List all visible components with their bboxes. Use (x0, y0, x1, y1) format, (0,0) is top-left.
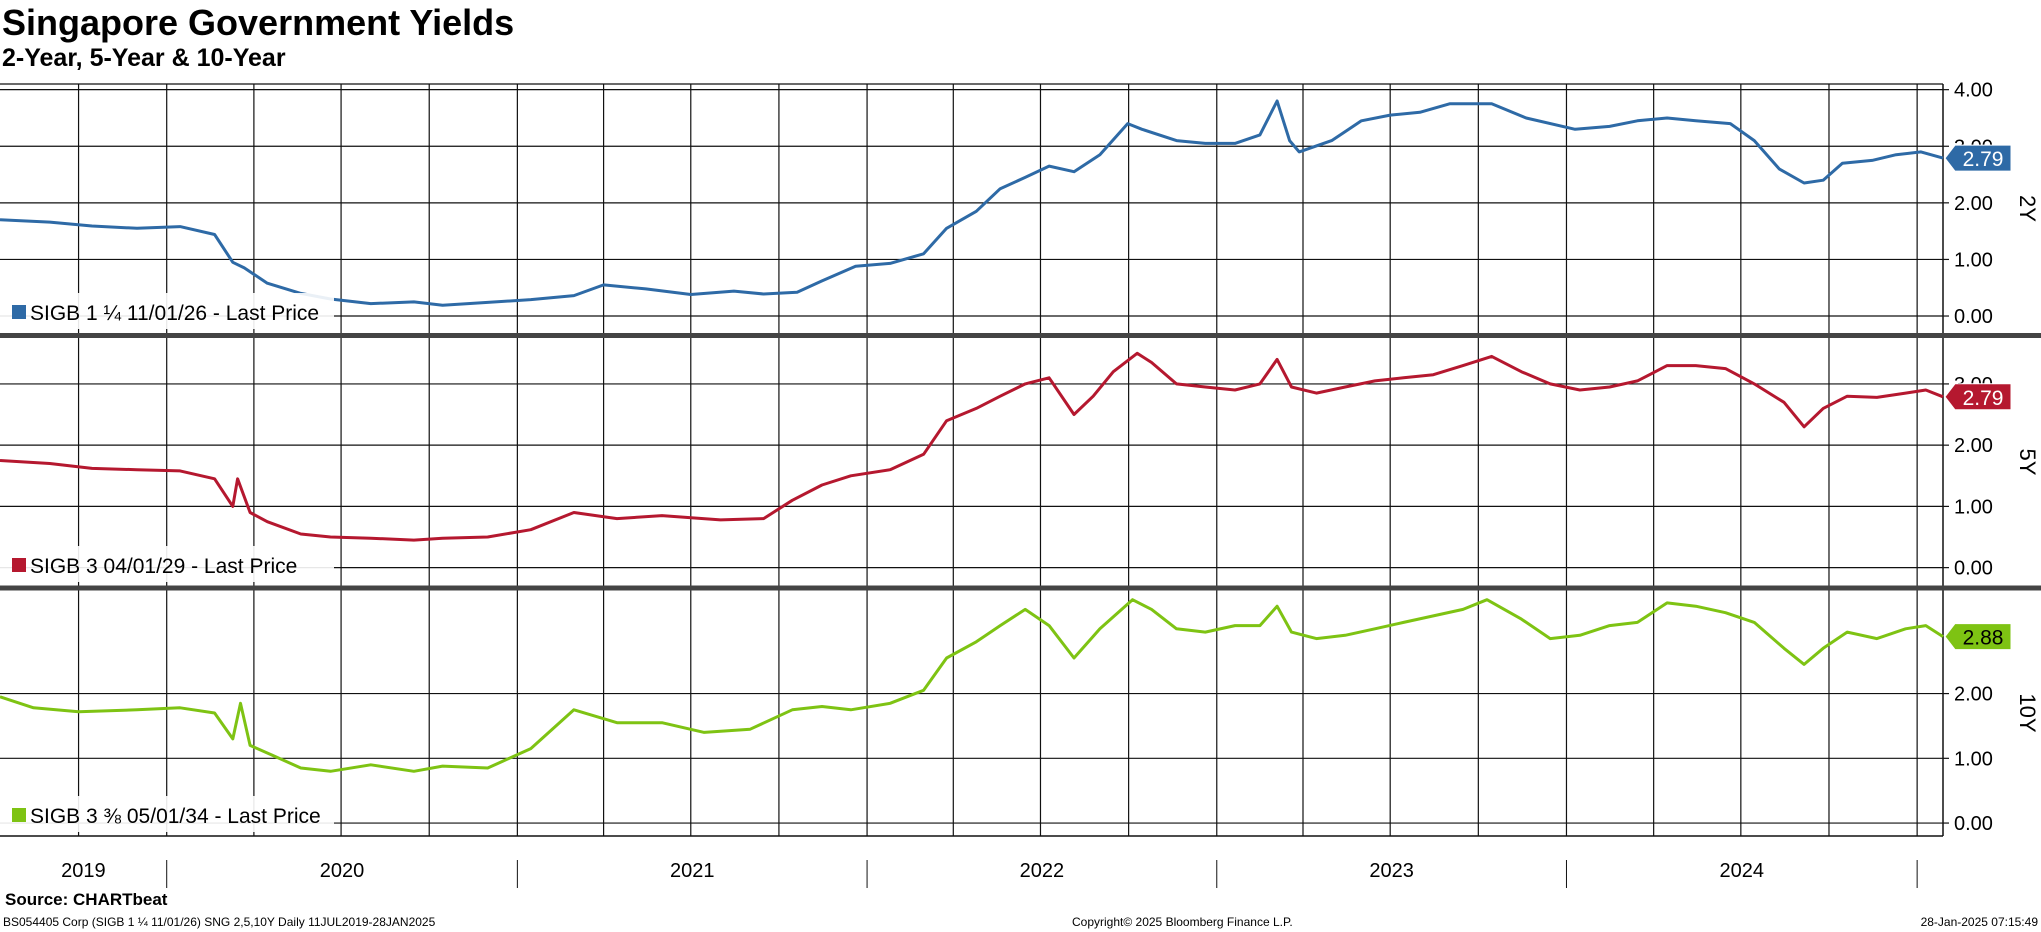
y-tick-label: 1.00 (1954, 748, 1993, 770)
y-tick-label: 1.00 (1954, 249, 1993, 271)
last-value-label: 2.88 (1963, 627, 2004, 650)
last-value-tag (1944, 144, 2012, 172)
x-tick-label: 2021 (670, 860, 715, 882)
y-tick-label: 2.00 (1954, 684, 1993, 706)
y-tick-label: 4.00 (1954, 80, 1993, 102)
last-value-tag (1944, 383, 2012, 411)
y-tick-label: 1.00 (1954, 496, 1993, 518)
y-tick-label: 0.00 (1954, 813, 1993, 835)
y-tick-label: 0.00 (1954, 306, 1993, 328)
legend-label: SIGB 1 ¼ 11/01/26 - Last Price (30, 302, 319, 325)
legend-swatch (12, 808, 26, 822)
source-note: Source: CHARTbeat (5, 890, 168, 909)
panel-axis-title: 5Y (2015, 449, 2040, 476)
x-tick-label: 2023 (1369, 860, 1414, 882)
x-tick-label: 2022 (1020, 860, 1065, 882)
footer-timestamp: 28-Jan-2025 07:15:49 (1920, 915, 2038, 929)
y-tick-label: 0.00 (1954, 558, 1993, 580)
footer-ticker: BS054405 Corp (SIGB 1 ¼ 11/01/26) SNG 2,… (3, 915, 436, 929)
legend-swatch (12, 305, 26, 319)
chart-subtitle: 2-Year, 5-Year & 10-Year (2, 44, 286, 72)
last-value-tag (1944, 623, 2012, 651)
legend-box (0, 546, 334, 582)
footer-copyright: Copyright© 2025 Bloomberg Finance L.P. (1072, 915, 1293, 929)
x-tick-label: 2020 (320, 860, 365, 882)
y-tick-label: 2.00 (1954, 435, 1993, 457)
series-line-5y (0, 351, 1944, 542)
legend-label: SIGB 3 ⅜ 05/01/34 - Last Price (30, 805, 321, 828)
last-value-label: 2.79 (1963, 148, 2004, 171)
x-tick-label: 2024 (1720, 860, 1765, 882)
legend-box (0, 796, 334, 832)
panel-axis-title: 2Y (2015, 195, 2040, 222)
panel-axis-title: 10Y (2015, 693, 2040, 732)
series-line-2y (0, 99, 1944, 307)
series-line-10y (0, 598, 1944, 773)
legend-box (0, 293, 334, 329)
legend-swatch (12, 558, 26, 572)
chart-title: Singapore Government Yields (2, 2, 515, 43)
y-tick-label: 2.00 (1954, 193, 1993, 215)
last-value-label: 2.79 (1963, 387, 2004, 410)
legend-label: SIGB 3 04/01/29 - Last Price (30, 555, 297, 578)
x-tick-label: 2019 (61, 860, 106, 882)
